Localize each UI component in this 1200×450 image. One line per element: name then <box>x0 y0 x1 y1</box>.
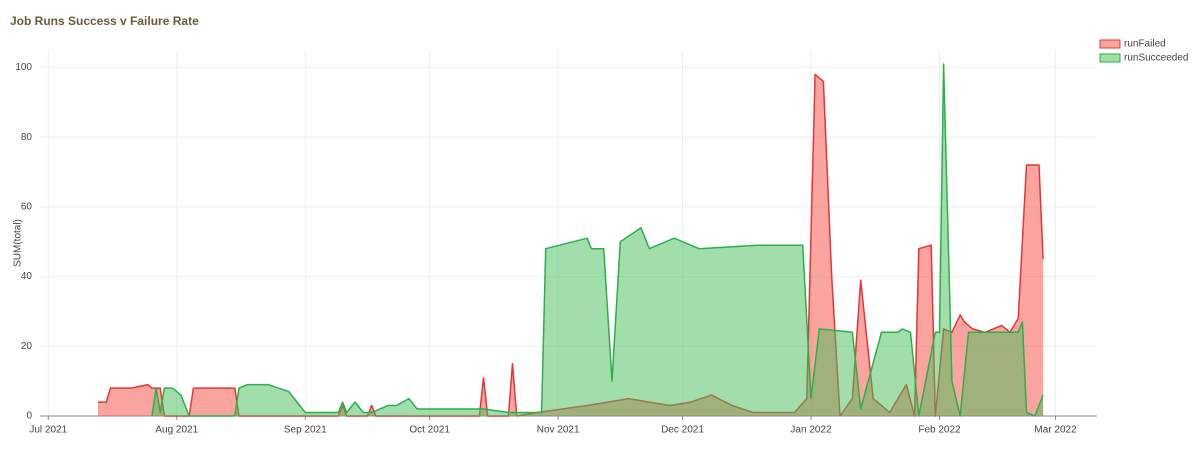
legend-label: runSucceeded <box>1124 53 1189 64</box>
y-tick-label: 80 <box>21 132 33 143</box>
x-tick-label: Mar 2022 <box>1034 425 1077 436</box>
legend-label: runFailed <box>1124 39 1166 50</box>
line <box>151 63 1044 417</box>
chart-title: Job Runs Success v Failure Rate <box>10 14 199 28</box>
x-tick-label: Nov 2021 <box>537 425 580 436</box>
y-tick-label: 40 <box>21 271 33 282</box>
y-tick-label: 20 <box>21 341 33 352</box>
legend-swatch <box>1099 39 1121 49</box>
x-tick-label: Aug 2021 <box>155 425 198 436</box>
x-tick-label: Feb 2022 <box>918 425 961 436</box>
y-axis-label: SUM(total) <box>13 219 24 267</box>
area <box>151 63 1044 417</box>
x-tick-label: Jan 2022 <box>790 425 832 436</box>
legend-swatch <box>1099 53 1121 63</box>
x-tick-label: Oct 2021 <box>409 425 450 436</box>
y-tick-label: 100 <box>15 62 32 73</box>
x-tick-label: Dec 2021 <box>661 425 704 436</box>
x-tick-label: Jul 2021 <box>29 425 67 436</box>
y-tick-label: 60 <box>21 201 33 212</box>
y-tick-label: 0 <box>26 411 32 422</box>
x-tick-label: Sep 2021 <box>284 425 327 436</box>
